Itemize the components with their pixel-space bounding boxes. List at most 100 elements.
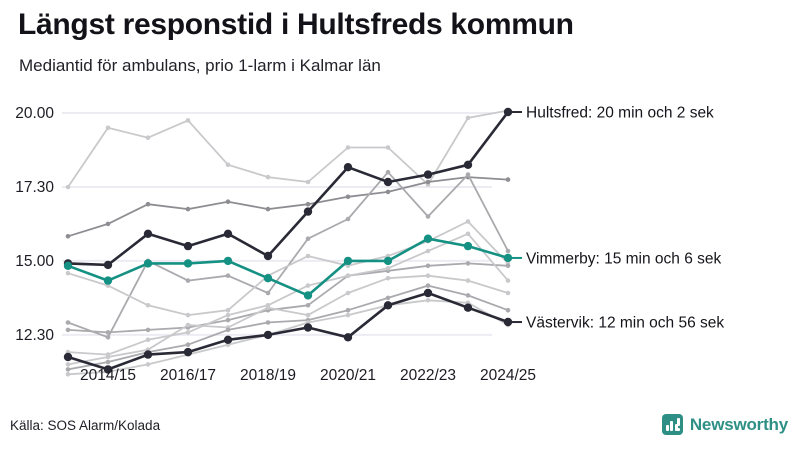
data-point (263, 251, 273, 261)
data-point (305, 283, 311, 288)
highlight-series-group (63, 107, 513, 374)
data-point (225, 162, 231, 168)
data-point (505, 278, 511, 283)
data-point (305, 303, 311, 308)
series-line (67, 220, 509, 316)
series-annotations: Hultsfred: 20 min och 2 sek Vimmerby: 15 … (512, 105, 724, 332)
data-point (345, 312, 351, 318)
data-point (345, 145, 351, 150)
data-point (183, 347, 193, 357)
data-point (225, 307, 231, 313)
data-point (345, 307, 351, 313)
data-point (143, 259, 153, 268)
data-point (503, 253, 513, 263)
data-point (303, 291, 313, 300)
data-point (225, 327, 231, 333)
y-axis-tick-label: 20.00 (15, 105, 54, 122)
data-point (65, 234, 71, 239)
data-point (103, 276, 113, 285)
series-line (66, 110, 510, 267)
data-point (63, 261, 73, 270)
y-axis-tick-label: 15.00 (15, 253, 54, 270)
data-point (425, 214, 431, 219)
data-point (505, 290, 511, 296)
series-annotation-hultsfred: Hultsfred: 20 min och 2 sek (526, 105, 714, 122)
data-point (143, 350, 153, 359)
data-point (463, 160, 473, 169)
series-line (66, 291, 510, 371)
page-title: Längst responstid i Hultsfreds kommun (18, 8, 574, 41)
x-axis-tick-label: 2016/17 (160, 367, 216, 384)
data-point (145, 337, 151, 343)
data-point (185, 322, 191, 328)
data-point (385, 189, 391, 195)
line-chart-svg: 20.00 17.30 15.00 12.30 Hultsfred: 20 min o… (15, 105, 724, 384)
data-point (265, 206, 271, 212)
data-point (105, 359, 111, 365)
data-point (263, 330, 273, 340)
data-point (265, 305, 271, 310)
data-point (65, 270, 71, 276)
x-axis-tick-label: 2024/25 (480, 367, 536, 384)
data-point (305, 236, 311, 241)
data-point (223, 229, 233, 238)
data-point (185, 330, 191, 335)
series-line (66, 237, 510, 297)
series-line (67, 274, 509, 366)
data-point (305, 179, 311, 185)
x-axis-tick-label: 2022/23 (400, 367, 456, 384)
data-point (225, 317, 231, 323)
data-point (305, 201, 311, 207)
data-point (265, 290, 271, 296)
data-point (465, 293, 471, 298)
data-point (183, 259, 193, 268)
data-point (343, 163, 353, 172)
data-point (303, 323, 313, 332)
series-line (67, 176, 509, 238)
data-point (343, 256, 353, 266)
data-point (105, 354, 111, 360)
data-point (185, 206, 191, 212)
data-point (383, 256, 393, 266)
data-point (465, 219, 471, 224)
data-point (225, 273, 231, 278)
data-point (425, 263, 431, 269)
data-point (425, 179, 431, 185)
data-point (183, 241, 193, 251)
data-point (463, 303, 473, 312)
data-point (465, 115, 471, 121)
x-axis-tick-labels: 2014/15 2016/17 2018/19 2020/21 2022/23 2024/… (80, 367, 536, 384)
data-point (65, 367, 71, 372)
data-point (505, 177, 511, 182)
chart-subtitle: Mediantid för ambulans, prio 1-larm i Ka… (19, 56, 381, 75)
data-point (65, 372, 71, 377)
data-point (465, 231, 471, 237)
data-point (265, 320, 271, 325)
data-point (105, 221, 111, 227)
data-point (225, 199, 231, 204)
data-point (223, 335, 233, 344)
series-line (67, 299, 509, 376)
source-note: Källa: SOS Alarm/Kolada (10, 418, 161, 433)
chart-plot-area: 20.00 17.30 15.00 12.30 Hultsfred: 20 min o… (0, 95, 800, 395)
series-line (67, 171, 509, 339)
data-point (145, 135, 151, 140)
data-point (385, 266, 391, 271)
data-point (63, 352, 73, 362)
data-point (505, 307, 511, 313)
y-axis-tick-label: 17.30 (15, 179, 54, 196)
data-point (505, 248, 511, 254)
newsworthy-logo: Newsworthy (661, 414, 788, 435)
data-point (343, 333, 353, 342)
x-axis-tick-label: 2014/15 (80, 367, 136, 384)
data-point (65, 362, 71, 367)
data-point (223, 256, 233, 266)
data-point (425, 273, 431, 278)
data-point (225, 312, 231, 318)
data-point (465, 172, 471, 177)
data-point (65, 184, 71, 190)
data-point (423, 288, 433, 298)
data-point (345, 290, 351, 296)
data-point (505, 263, 511, 269)
